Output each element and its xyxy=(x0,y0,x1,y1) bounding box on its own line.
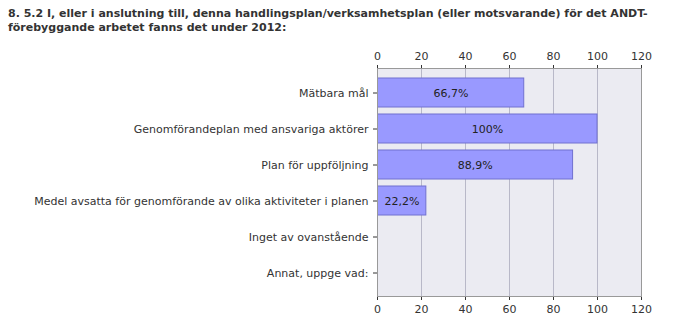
svg-text:0: 0 xyxy=(374,50,381,63)
svg-text:60: 60 xyxy=(503,303,517,316)
svg-text:80: 80 xyxy=(547,50,561,63)
svg-text:88,9%: 88,9% xyxy=(458,159,493,172)
svg-text:Mätbara mål: Mätbara mål xyxy=(299,87,369,100)
svg-text:100%: 100% xyxy=(472,123,503,136)
html-text:8. 5.2 I, eller i anslutning t: 8. 5.2 I, eller i anslutning till, denna… xyxy=(8,7,648,34)
svg-text:20: 20 xyxy=(415,50,429,63)
svg-text:100: 100 xyxy=(587,50,608,63)
svg-text:Annat, uppge vad:: Annat, uppge vad: xyxy=(267,267,369,280)
svg-text:40: 40 xyxy=(459,303,473,316)
svg-text:120: 120 xyxy=(631,50,652,63)
svg-text:Inget av ovanstående: Inget av ovanstående xyxy=(249,231,369,244)
svg-text:120: 120 xyxy=(631,303,652,316)
svg-text:Genomförandeplan med ansvariga: Genomförandeplan med ansvariga aktörer xyxy=(134,123,369,136)
svg-text:22,2%: 22,2% xyxy=(384,195,419,208)
svg-text:100: 100 xyxy=(587,303,608,316)
svg-text:60: 60 xyxy=(503,50,517,63)
svg-text:Medel avsatta för genomförande: Medel avsatta för genomförande av olika … xyxy=(34,195,368,208)
svg-text:66,7%: 66,7% xyxy=(433,87,468,100)
svg-text:20: 20 xyxy=(415,303,429,316)
svg-text:80: 80 xyxy=(547,303,561,316)
svg-text:Plan för uppföljning: Plan för uppföljning xyxy=(261,159,368,172)
svg-text:40: 40 xyxy=(459,50,473,63)
svg-text:0: 0 xyxy=(374,303,381,316)
